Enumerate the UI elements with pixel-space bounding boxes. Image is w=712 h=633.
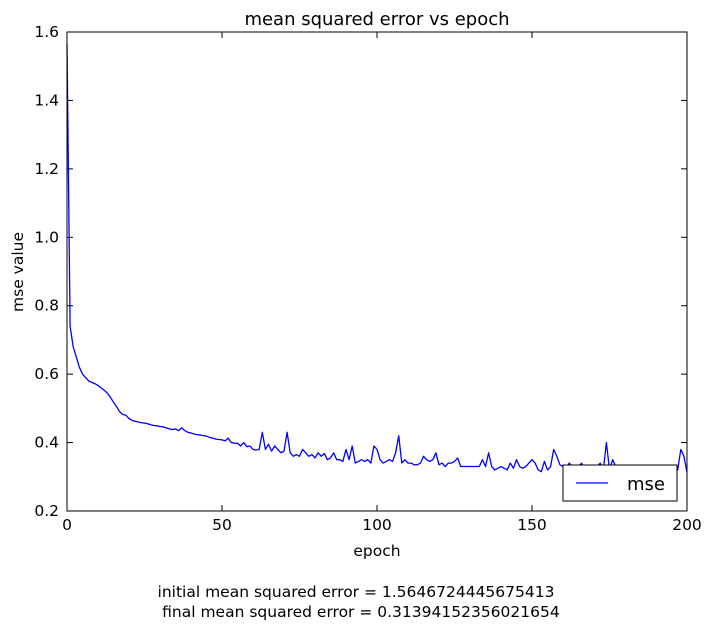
y-tick-label: 1.6 bbox=[34, 23, 59, 41]
y-axis-label: mse value bbox=[9, 232, 27, 312]
caption-final-mse: final mean squared error = 0.31394152356… bbox=[152, 603, 560, 621]
axis-tick-labels: 0 50 100 150 200 0.2 0.4 0.6 0.8 1.0 1.2 1.4 1.6 bbox=[34, 23, 701, 534]
y-tick-label: 0.2 bbox=[34, 502, 59, 520]
y-tick-label: 0.8 bbox=[34, 297, 59, 315]
plot-frame bbox=[66, 31, 688, 512]
y-tick-label: 1.0 bbox=[34, 228, 59, 246]
legend-label-mse: mse bbox=[627, 474, 665, 495]
x-axis-label: epoch bbox=[353, 542, 400, 560]
mse-series-line bbox=[66, 43, 688, 473]
x-tick-label: 50 bbox=[212, 516, 232, 534]
y-tick-label: 0.4 bbox=[34, 434, 59, 452]
caption-initial-mse: initial mean squared error = 1.564672444… bbox=[157, 583, 555, 601]
y-tick-label: 1.4 bbox=[34, 91, 59, 109]
x-tick-label: 200 bbox=[672, 516, 702, 534]
legend: mse bbox=[562, 464, 678, 502]
x-tick-label: 100 bbox=[362, 516, 392, 534]
x-tick-label: 150 bbox=[517, 516, 547, 534]
y-tick-label: 0.6 bbox=[34, 365, 59, 383]
axis-ticks bbox=[66, 31, 688, 512]
chart-title: mean squared error vs epoch bbox=[244, 9, 509, 30]
y-tick-label: 1.2 bbox=[34, 160, 59, 178]
x-tick-label: 0 bbox=[62, 516, 72, 534]
